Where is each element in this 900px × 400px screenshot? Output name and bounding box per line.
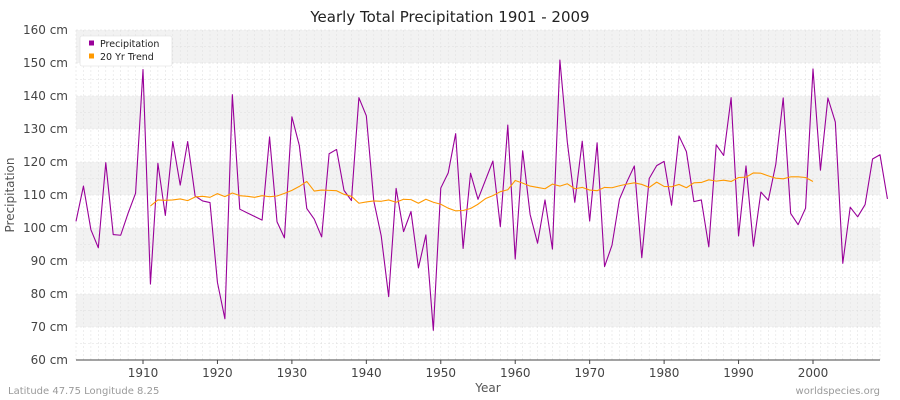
y-tick-label: 80 cm	[31, 287, 68, 301]
legend: Precipitation 20 Yr Trend	[79, 35, 173, 67]
y-axis-label: Precipitation	[3, 157, 17, 232]
horizontal-grid	[76, 29, 880, 361]
chart-title: Yearly Total Precipitation 1901 - 2009	[309, 8, 589, 26]
x-tick-label: 1990	[723, 366, 754, 380]
x-tick-label: 1930	[277, 366, 308, 380]
series-layer	[75, 59, 888, 331]
legend-swatch-trend	[89, 53, 94, 59]
x-tick-label: 2000	[798, 366, 829, 380]
footer-location: Latitude 47.75 Longitude 8.25	[8, 386, 159, 397]
y-tick-label: 120 cm	[23, 155, 68, 169]
y-tick-label: 70 cm	[31, 320, 68, 334]
y-tick-label: 110 cm	[23, 188, 68, 202]
x-tick-label: 1980	[649, 366, 680, 380]
y-tick-label: 160 cm	[23, 23, 68, 37]
y-tick-label: 150 cm	[23, 56, 68, 70]
y-tick-label: 100 cm	[23, 221, 68, 235]
x-tick-label: 1960	[500, 366, 531, 380]
trend-series-line	[150, 172, 814, 212]
x-tick-label: 1950	[426, 366, 457, 380]
precipitation-series-line	[75, 59, 888, 331]
legend-swatch-precipitation	[89, 40, 94, 46]
x-tick-label: 1940	[351, 366, 382, 380]
y-tick-label: 140 cm	[23, 89, 68, 103]
y-tick-label: 60 cm	[31, 353, 68, 367]
footer-source: worldspecies.org	[796, 386, 880, 397]
x-axis-ticks: 1910 1920 1930 1940 1950 1960 1970 1980 1990 2000	[128, 360, 829, 380]
y-axis-ticks: 60 cm 70 cm 80 cm 90 cm 100 cm 110 cm 120 cm 13…	[23, 23, 68, 367]
y-tick-label: 90 cm	[31, 254, 68, 268]
x-axis-label: Year	[474, 381, 500, 395]
legend-label-precipitation: Precipitation	[100, 39, 159, 50]
y-tick-label: 130 cm	[23, 122, 68, 136]
legend-label-trend: 20 Yr Trend	[100, 52, 154, 63]
x-tick-label: 1910	[128, 366, 159, 380]
legend-box	[79, 35, 173, 67]
x-tick-label: 1970	[574, 366, 605, 380]
x-tick-label: 1920	[202, 366, 233, 380]
